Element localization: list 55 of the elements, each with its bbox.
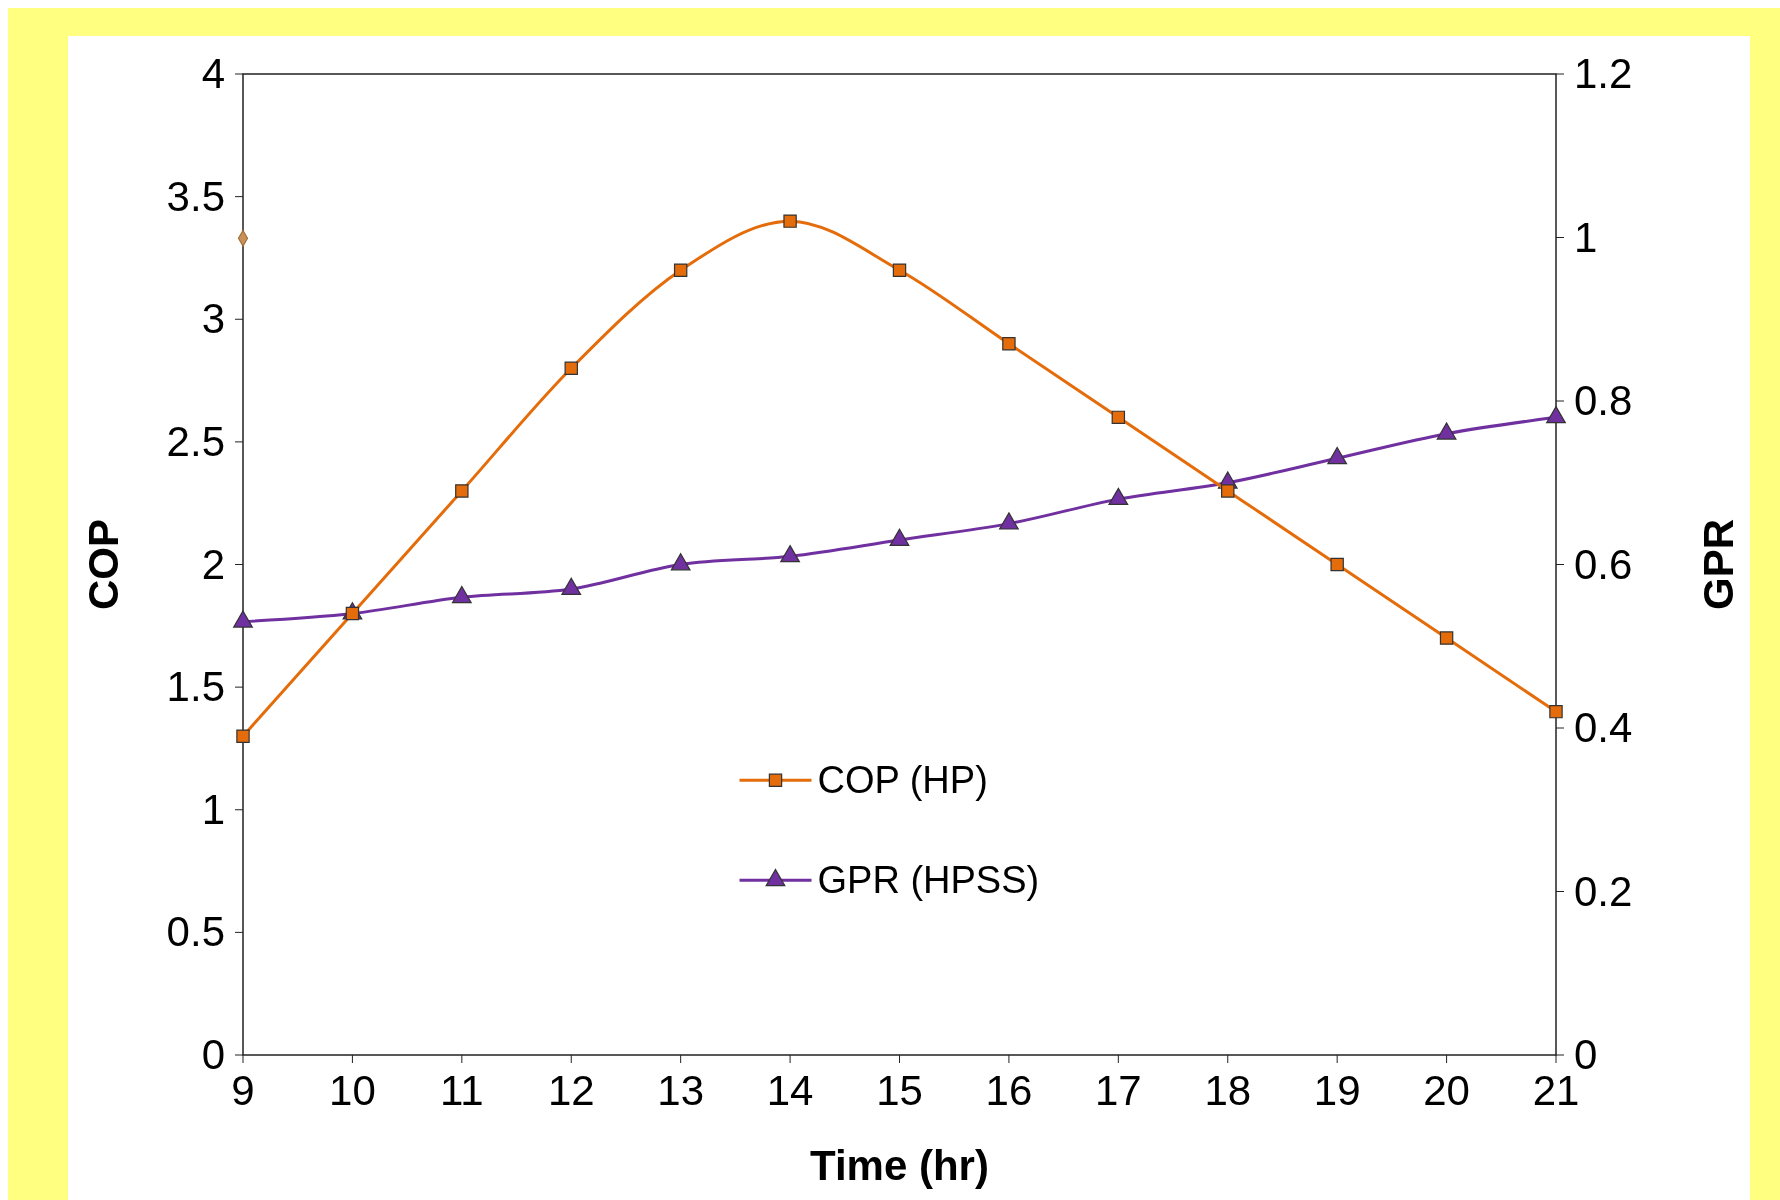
x-tick-label: 12 (547, 1067, 595, 1114)
x-tick-label: 15 (876, 1067, 923, 1114)
point (1111, 410, 1126, 425)
x-axis-title: Time (hr) (810, 1142, 989, 1189)
y-tick-label: 3.5 (166, 172, 225, 220)
y2-tick-label: 1 (1574, 213, 1598, 261)
point (455, 484, 469, 498)
y2-tick-label: 0.4 (1574, 704, 1633, 751)
y-tick-label: 1.5 (166, 663, 225, 711)
y2-tick-label: 0.2 (1574, 867, 1633, 915)
point (892, 263, 907, 277)
y2-tick-label: 0.8 (1574, 377, 1633, 424)
point (1221, 484, 1235, 498)
point (561, 577, 582, 595)
y2-axis-title: GPR (1695, 518, 1742, 611)
x-tick-label: 9 (231, 1067, 255, 1114)
y2-tick-label: 1.2 (1574, 50, 1633, 97)
point (670, 553, 691, 571)
y-tick-label: 1 (201, 785, 225, 833)
point (780, 544, 800, 563)
y-tick-label: 4 (201, 50, 225, 97)
point (999, 512, 1019, 530)
y-axis-title: COP (80, 518, 127, 611)
y-tick-label: 3 (201, 295, 225, 343)
y-tick-label: 0 (201, 1031, 225, 1078)
point (236, 729, 250, 743)
x-tick-label: 17 (1094, 1067, 1142, 1114)
point (564, 361, 578, 376)
point (233, 610, 253, 628)
x-tick-label: 19 (1313, 1067, 1361, 1114)
y-tick-label: 2 (201, 540, 225, 588)
legend-label: GPR (HPSS) (817, 859, 1040, 902)
y-tick-label: 2.5 (166, 417, 225, 465)
point (889, 528, 910, 546)
legend-label: COP (HP) (817, 759, 988, 802)
x-tick-label: 14 (766, 1067, 814, 1114)
point (451, 585, 472, 604)
point (1002, 337, 1016, 351)
x-tick-label: 16 (985, 1067, 1033, 1114)
x-tick-label: 18 (1204, 1067, 1252, 1114)
x-tick-label: 13 (657, 1067, 705, 1114)
point (1330, 557, 1344, 572)
x-tick-label: 10 (329, 1067, 376, 1114)
point (1546, 406, 1566, 424)
y2-tick-label: 0.6 (1574, 540, 1633, 588)
y-tick-label: 0.5 (166, 908, 225, 956)
point (783, 214, 797, 228)
x-tick-label: 20 (1423, 1067, 1470, 1114)
point (1327, 446, 1348, 465)
point (1549, 704, 1563, 719)
x-tick-label: 11 (440, 1067, 484, 1114)
point (1436, 422, 1457, 440)
point (673, 263, 688, 277)
point (1108, 487, 1129, 506)
point (1439, 631, 1454, 645)
